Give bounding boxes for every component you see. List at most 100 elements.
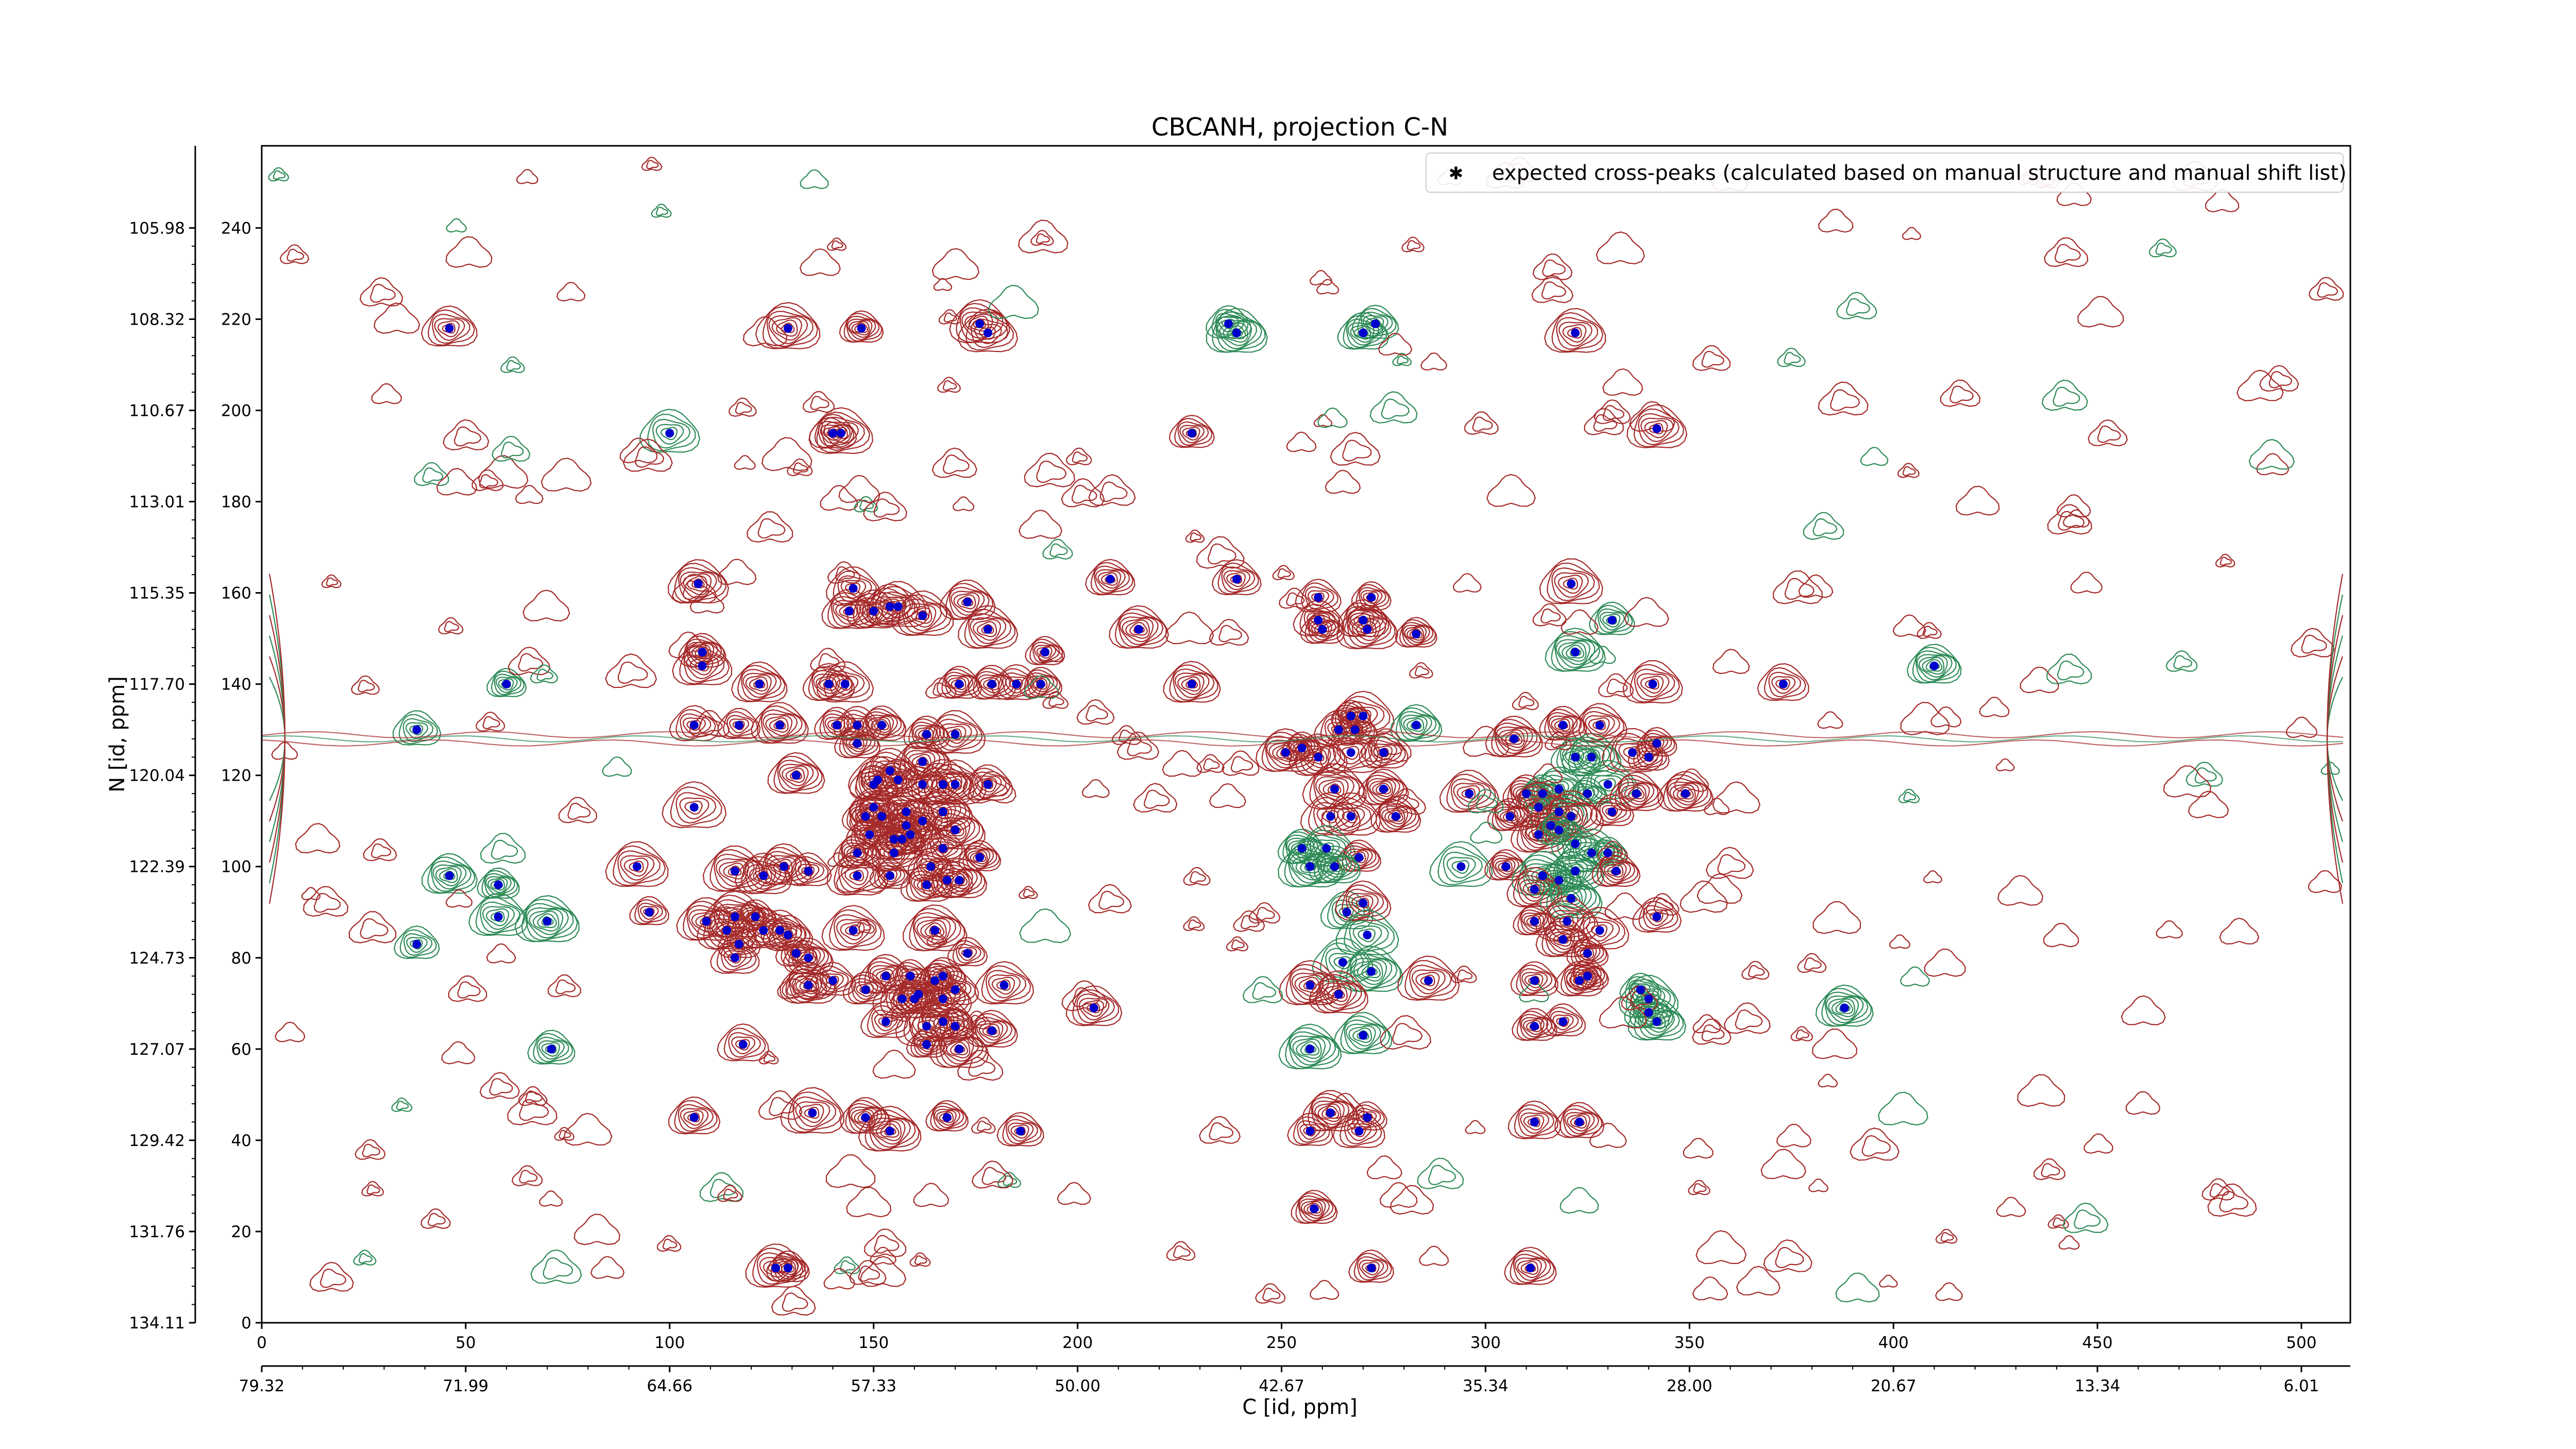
contour-line [1593,414,1618,432]
contour-line [1319,978,1362,1012]
contour-line [2259,365,2299,392]
contour-line [537,913,557,929]
y-ppm-tick-label: 122.39 [129,858,185,877]
peak-marker [1350,725,1360,734]
contour-line [2043,922,2079,948]
contour-line [1333,802,1372,832]
contour-line [1298,1195,1334,1223]
contour-line [1900,966,1930,987]
peak-marker [824,680,834,689]
contour-line [1215,315,1263,352]
contour-line [971,1117,996,1134]
contour-line [2033,1158,2065,1181]
contour-line [937,861,986,899]
contour-line [492,435,531,462]
contour-line [963,1010,991,1030]
contour-line [1196,536,1245,569]
contour-line [970,850,988,865]
contour-line [781,1262,795,1273]
peak-marker [791,949,801,958]
y-ppm-tick-label: 105.98 [129,219,185,238]
peak-marker [645,907,654,917]
contour-line [1346,949,1401,992]
peak-marker [885,766,894,776]
contour-line [279,244,310,264]
peak-marker [861,1113,870,1122]
contour-line [840,864,874,889]
contour-line [958,605,1019,649]
contour-line [828,670,865,699]
peak-marker [689,720,699,730]
contour-line [796,949,818,966]
contour-line [1342,810,1359,823]
contour-line [769,1097,795,1117]
contour-line [1568,736,1620,776]
contour-line [1032,678,1048,690]
contour-line [1114,609,1167,649]
contour-line [874,719,889,731]
peak-marker [832,720,841,730]
contour-line [1817,711,1843,729]
contour-line [1619,782,1655,808]
contour-line [1828,997,1859,1021]
contour-line [947,937,988,967]
contour-line [302,886,349,917]
contour-line [1099,481,1128,502]
contour-line [1925,659,1943,672]
contour-line [1353,1252,1392,1283]
peak-marker [844,606,854,616]
peak-marker [955,875,964,885]
contour-line [434,318,465,341]
contour-line [964,609,1015,649]
contour-line [1002,672,1034,697]
contour-line [573,1214,620,1245]
peak-marker [942,875,952,885]
contour-line [827,237,846,251]
peak-marker [1501,862,1511,871]
contour-line [444,620,460,633]
contour-line [1288,1031,1336,1068]
contour-line [1320,982,1358,1009]
contour-line [2056,494,2091,518]
peak-marker [955,680,964,689]
contour-line [737,665,786,702]
contour-line [875,837,917,870]
contour-line [779,962,838,1004]
contour-line [740,669,782,701]
contour-line [1850,1127,1900,1161]
contour-line [978,326,996,340]
contour-line [1676,786,1694,800]
peak-marker [804,953,813,963]
contour-line [1072,987,1100,1007]
contour-line [2041,379,2088,411]
contour-line [777,760,819,793]
contour-line [1351,1125,1366,1138]
contour-line [1570,961,1608,990]
contour-line [1503,811,1517,821]
peak-marker [955,1044,964,1054]
y-ppm-tick-label: 134.11 [129,1314,185,1333]
contour-line [1309,620,1336,641]
peak-marker [983,625,992,634]
contour-line [1327,732,1379,772]
peak-marker [1567,894,1576,903]
contour-line [1351,618,1381,642]
contour-line [878,1016,893,1028]
peak-marker [494,880,503,889]
contour-line [1359,1259,1384,1278]
contour-line [872,592,911,622]
contour-line [836,919,871,945]
contour-line [1547,712,1582,739]
contour-line [767,752,825,794]
y-tick-label: 160 [221,584,251,603]
contour-line [1366,1155,1402,1180]
contour-line [1918,655,1948,678]
contour-line [950,1041,969,1055]
contour-line [1205,305,1252,339]
contour-line [1601,805,1623,820]
contour-line [684,800,703,815]
contour-line [1177,421,1209,446]
contour-line [1949,385,1974,403]
peak-marker [1505,812,1515,821]
contour-line [971,1013,1016,1048]
